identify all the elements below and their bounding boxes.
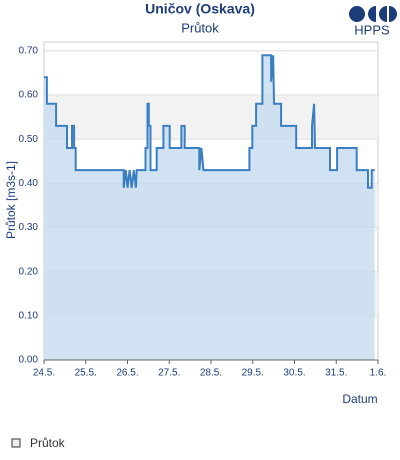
chart-subtitle: Průtok	[181, 20, 219, 35]
x-tick-label: 27.5.	[158, 368, 180, 379]
y-tick-label: 0.00	[19, 355, 39, 366]
y-tick-label: 0.10	[19, 310, 39, 321]
x-tick-label: 29.5.	[242, 368, 264, 379]
legend-label: Průtok	[30, 436, 66, 450]
x-tick-label: 25.5.	[75, 368, 97, 379]
y-tick-label: 0.40	[19, 178, 39, 189]
series-area	[44, 55, 375, 361]
y-tick-label: 0.50	[19, 134, 39, 145]
x-tick-label: 1.6.	[370, 368, 387, 379]
chart-title: Uničov (Oskava)	[145, 1, 255, 17]
y-tick-label: 0.70	[19, 45, 39, 56]
y-tick-label: 0.60	[19, 90, 39, 101]
grid-band	[44, 95, 378, 140]
x-tick-label: 24.5.	[33, 368, 55, 379]
logo	[349, 6, 397, 22]
y-tick-label: 0.20	[19, 266, 39, 277]
x-tick-label: 30.5.	[283, 368, 305, 379]
x-tick-label: 28.5.	[200, 368, 222, 379]
y-axis-label: Průtok [m3s-1]	[4, 161, 18, 239]
series-line	[44, 54, 375, 189]
x-axis-label: Datum	[342, 392, 377, 406]
logo-text: HPPS	[354, 22, 390, 37]
x-tick-label: 26.5.	[116, 368, 138, 379]
y-tick-label: 0.30	[19, 222, 39, 233]
x-tick-label: 31.5.	[325, 368, 347, 379]
legend-swatch	[11, 438, 21, 448]
